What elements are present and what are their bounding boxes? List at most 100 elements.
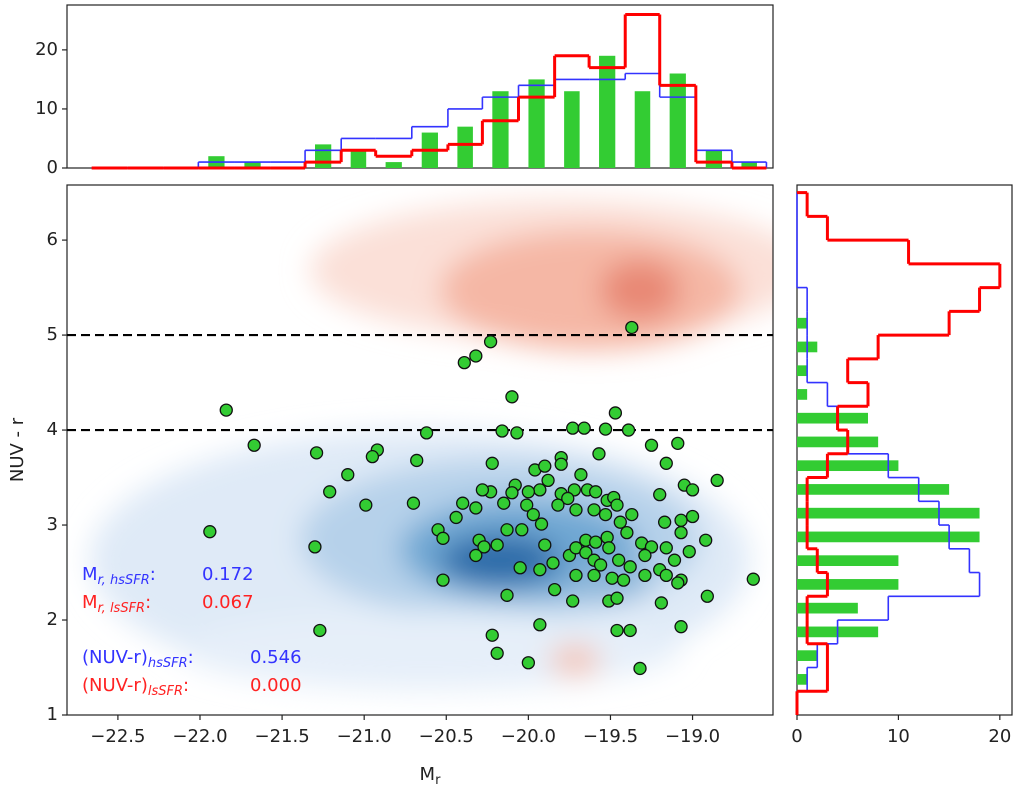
point [469, 349, 483, 363]
point [579, 545, 593, 560]
hist-bar [797, 436, 879, 448]
point [410, 453, 424, 468]
hist-bar [350, 150, 367, 168]
annotation-label: M [82, 592, 98, 613]
hist-bar [797, 460, 899, 472]
point [674, 513, 688, 527]
annotation-value: 0.067 [202, 592, 254, 613]
annotation-label: (NUV-r) [82, 647, 148, 668]
point [659, 456, 673, 470]
point [685, 483, 700, 497]
point [638, 568, 652, 583]
x-axis-label-main: M [420, 764, 436, 785]
annotation-value: 0.172 [202, 564, 254, 585]
annotation-sep: : [145, 592, 151, 613]
hist-bar [797, 555, 899, 566]
x-tick-label: −21.0 [337, 726, 392, 747]
point [510, 426, 524, 440]
hist-bar [705, 150, 723, 168]
point [633, 661, 647, 676]
x-axis-label: Mr [420, 764, 442, 788]
point [513, 561, 527, 575]
point [456, 496, 470, 510]
annotation-sep: : [188, 647, 194, 668]
point [577, 421, 591, 435]
point [613, 515, 627, 529]
point [746, 572, 760, 586]
point [515, 523, 529, 537]
top-axes [66, 4, 774, 169]
annotation-sep: : [183, 675, 189, 696]
point [699, 533, 713, 547]
annotation: Mr, lsSFR: [82, 592, 151, 616]
point [534, 517, 549, 531]
point [569, 503, 583, 517]
point [505, 486, 519, 500]
annotation: Mr, hsSFR: [82, 564, 156, 588]
point [667, 553, 682, 567]
hist-bar [599, 55, 616, 168]
hist-bar [528, 79, 545, 168]
point [365, 449, 380, 464]
point [574, 468, 588, 482]
point [710, 473, 724, 488]
y-tick-label: 5 [47, 324, 58, 345]
hist-bar [797, 531, 980, 543]
point [653, 487, 667, 502]
point [541, 473, 555, 488]
point [533, 618, 547, 632]
x-tick-label: −21.5 [254, 726, 309, 747]
point [309, 446, 324, 460]
point [475, 483, 490, 497]
y-tick-label: 10 [35, 98, 58, 119]
hist-bar [741, 162, 757, 168]
point [638, 548, 652, 563]
point [587, 568, 601, 583]
point [620, 525, 634, 540]
point [589, 535, 603, 549]
point [612, 553, 626, 567]
point [587, 503, 601, 517]
hist-bar [797, 412, 868, 424]
annotation-sub: hsSFR [148, 656, 188, 671]
point [608, 406, 623, 420]
point [341, 468, 355, 482]
hist-bar [797, 602, 858, 614]
point [247, 438, 261, 452]
point [533, 483, 547, 497]
x-tick-label: −22.0 [172, 726, 227, 747]
point [644, 438, 659, 452]
point [538, 538, 552, 552]
hist-bar [669, 73, 686, 168]
point [485, 456, 499, 470]
hist-bar [797, 650, 818, 661]
point [469, 548, 483, 563]
point [490, 538, 504, 552]
point [566, 421, 580, 435]
annotation: (NUV-r)hsSFR: [82, 647, 194, 671]
point [203, 525, 217, 539]
point [497, 496, 511, 510]
annotation-value: 0.000 [250, 675, 302, 696]
point [659, 568, 673, 583]
point [359, 498, 373, 512]
hist-bar [797, 674, 808, 685]
y-tick-label: 4 [47, 419, 58, 440]
point [551, 498, 565, 512]
annotation-sub: lsSFR [148, 684, 183, 699]
point [449, 510, 463, 525]
point [700, 589, 714, 603]
point [406, 496, 421, 510]
point [500, 523, 514, 537]
point [538, 459, 552, 473]
hist-bar [797, 579, 899, 590]
point [625, 507, 639, 522]
point [598, 507, 613, 522]
point [505, 390, 519, 404]
point [483, 335, 498, 349]
point [593, 558, 608, 572]
point [610, 498, 624, 512]
x-tick-label: −22.5 [90, 726, 145, 747]
point [592, 447, 606, 461]
